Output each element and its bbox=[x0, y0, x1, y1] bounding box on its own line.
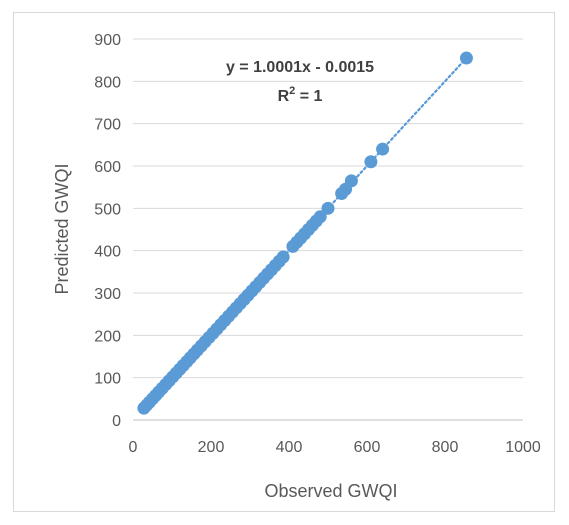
x-tick-label-200: 200 bbox=[198, 439, 225, 456]
y-tick-label-800: 800 bbox=[94, 74, 121, 91]
x-tick-label-0: 0 bbox=[129, 439, 138, 456]
data-point bbox=[364, 155, 378, 169]
y-tick-label-200: 200 bbox=[94, 328, 121, 345]
x-axis-title: Observed GWQI bbox=[264, 481, 397, 501]
r-squared-suffix: = 1 bbox=[295, 88, 322, 105]
y-axis-tick-labels: 0 100 200 300 400 500 600 700 800 900 bbox=[94, 32, 121, 430]
data-point bbox=[313, 210, 327, 224]
x-axis-tick-labels: 0 200 400 600 800 1000 bbox=[129, 439, 541, 456]
data-point bbox=[321, 201, 335, 215]
x-tick-label-800: 800 bbox=[432, 439, 459, 456]
gridlines bbox=[133, 38, 523, 379]
y-tick-label-600: 600 bbox=[94, 159, 121, 176]
y-tick-label-900: 900 bbox=[94, 32, 121, 49]
x-tick-label-1000: 1000 bbox=[505, 439, 541, 456]
data-points bbox=[137, 51, 473, 415]
r-squared-label: R2 = 1 bbox=[278, 85, 323, 105]
data-point bbox=[459, 51, 473, 65]
y-tick-label-500: 500 bbox=[94, 201, 121, 218]
y-tick-label-700: 700 bbox=[94, 117, 121, 134]
y-tick-label-100: 100 bbox=[94, 371, 121, 388]
y-axis-title: Predicted GWQI bbox=[52, 163, 72, 294]
x-tick-label-600: 600 bbox=[354, 439, 381, 456]
y-tick-label-300: 300 bbox=[94, 286, 121, 303]
data-point bbox=[344, 174, 358, 188]
r-squared-prefix: R bbox=[278, 88, 290, 105]
trendline-equation: y = 1.0001x - 0.0015 bbox=[226, 59, 374, 76]
data-point bbox=[376, 142, 390, 156]
data-point bbox=[276, 250, 290, 264]
r-squared-exponent: 2 bbox=[289, 85, 295, 97]
y-tick-label-400: 400 bbox=[94, 244, 121, 261]
y-tick-label-0: 0 bbox=[112, 413, 121, 430]
x-tick-label-400: 400 bbox=[276, 439, 303, 456]
